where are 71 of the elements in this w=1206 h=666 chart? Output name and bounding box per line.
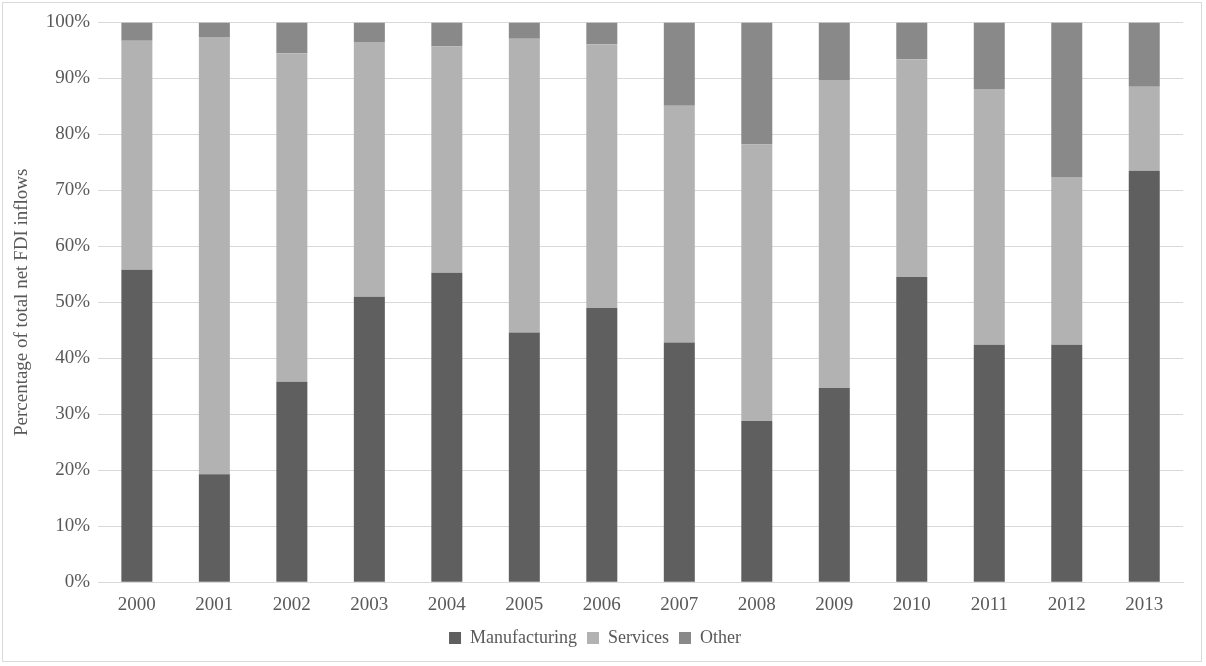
legend-label: Manufacturing <box>470 626 578 647</box>
bar <box>741 420 773 582</box>
y-tick-label: 100% <box>45 10 91 32</box>
bar <box>586 307 618 582</box>
bar <box>818 22 850 81</box>
x-tick-label: 2002 <box>272 592 311 614</box>
bar <box>198 474 230 582</box>
y-tick-label: 50% <box>55 290 91 312</box>
bar <box>973 22 1005 90</box>
bar <box>1051 22 1083 177</box>
bar <box>586 44 618 308</box>
bar <box>198 36 230 475</box>
bar <box>353 22 385 42</box>
bar <box>353 296 385 582</box>
x-tick-label: 2005 <box>505 592 544 614</box>
y-tick-label: 20% <box>55 458 91 480</box>
bar <box>431 46 463 273</box>
x-tick-label: 2001 <box>195 592 234 614</box>
bar <box>663 342 695 582</box>
y-axis-title: Percentage of total net FDI inflows <box>10 168 32 437</box>
bar <box>353 41 385 297</box>
bar <box>276 22 308 54</box>
bar <box>508 332 540 582</box>
x-tick-label: 2000 <box>117 592 156 614</box>
x-tick-label: 2006 <box>582 592 621 614</box>
bar <box>973 344 1005 582</box>
bar <box>896 277 928 582</box>
bar <box>1051 176 1083 345</box>
bar <box>818 80 850 388</box>
x-tick-label: 2010 <box>892 592 931 614</box>
y-tick-label: 30% <box>55 402 91 424</box>
bar <box>508 22 540 39</box>
bar <box>1128 22 1160 87</box>
y-tick-label: 10% <box>55 514 91 536</box>
y-tick-label: 90% <box>55 66 91 88</box>
bar <box>1128 170 1160 582</box>
y-tick-label: 60% <box>55 234 91 256</box>
bar <box>973 89 1005 345</box>
bar <box>121 22 153 41</box>
x-tick-label: 2009 <box>815 592 854 614</box>
x-tick-label: 2008 <box>737 592 776 614</box>
legend-label: Services <box>608 626 669 647</box>
x-tick-label: 2003 <box>350 592 389 614</box>
bar <box>663 105 695 343</box>
y-tick-label: 70% <box>55 178 91 200</box>
bar <box>586 22 618 45</box>
x-tick-label: 2007 <box>660 592 699 614</box>
bar <box>896 22 928 60</box>
y-tick-label: 40% <box>55 346 91 368</box>
bar <box>276 381 308 582</box>
bar <box>818 387 850 582</box>
bar <box>431 272 463 582</box>
bar <box>198 22 230 37</box>
x-tick-label: 2011 <box>970 592 1008 614</box>
bar <box>741 22 773 145</box>
bar <box>896 59 928 278</box>
bar <box>508 38 540 333</box>
bar <box>431 22 463 47</box>
bar <box>121 269 153 582</box>
bar <box>741 144 773 421</box>
legend-label: Other <box>699 626 741 647</box>
bar <box>1051 344 1083 582</box>
x-tick-label: 2013 <box>1125 592 1164 614</box>
x-tick-label: 2012 <box>1047 592 1086 614</box>
bar <box>276 53 308 382</box>
bar <box>1128 86 1160 171</box>
x-tick-label: 2004 <box>427 592 467 614</box>
bar <box>663 22 695 106</box>
y-tick-label: 0% <box>64 570 91 592</box>
bar <box>121 40 153 270</box>
y-tick-label: 80% <box>55 122 91 144</box>
